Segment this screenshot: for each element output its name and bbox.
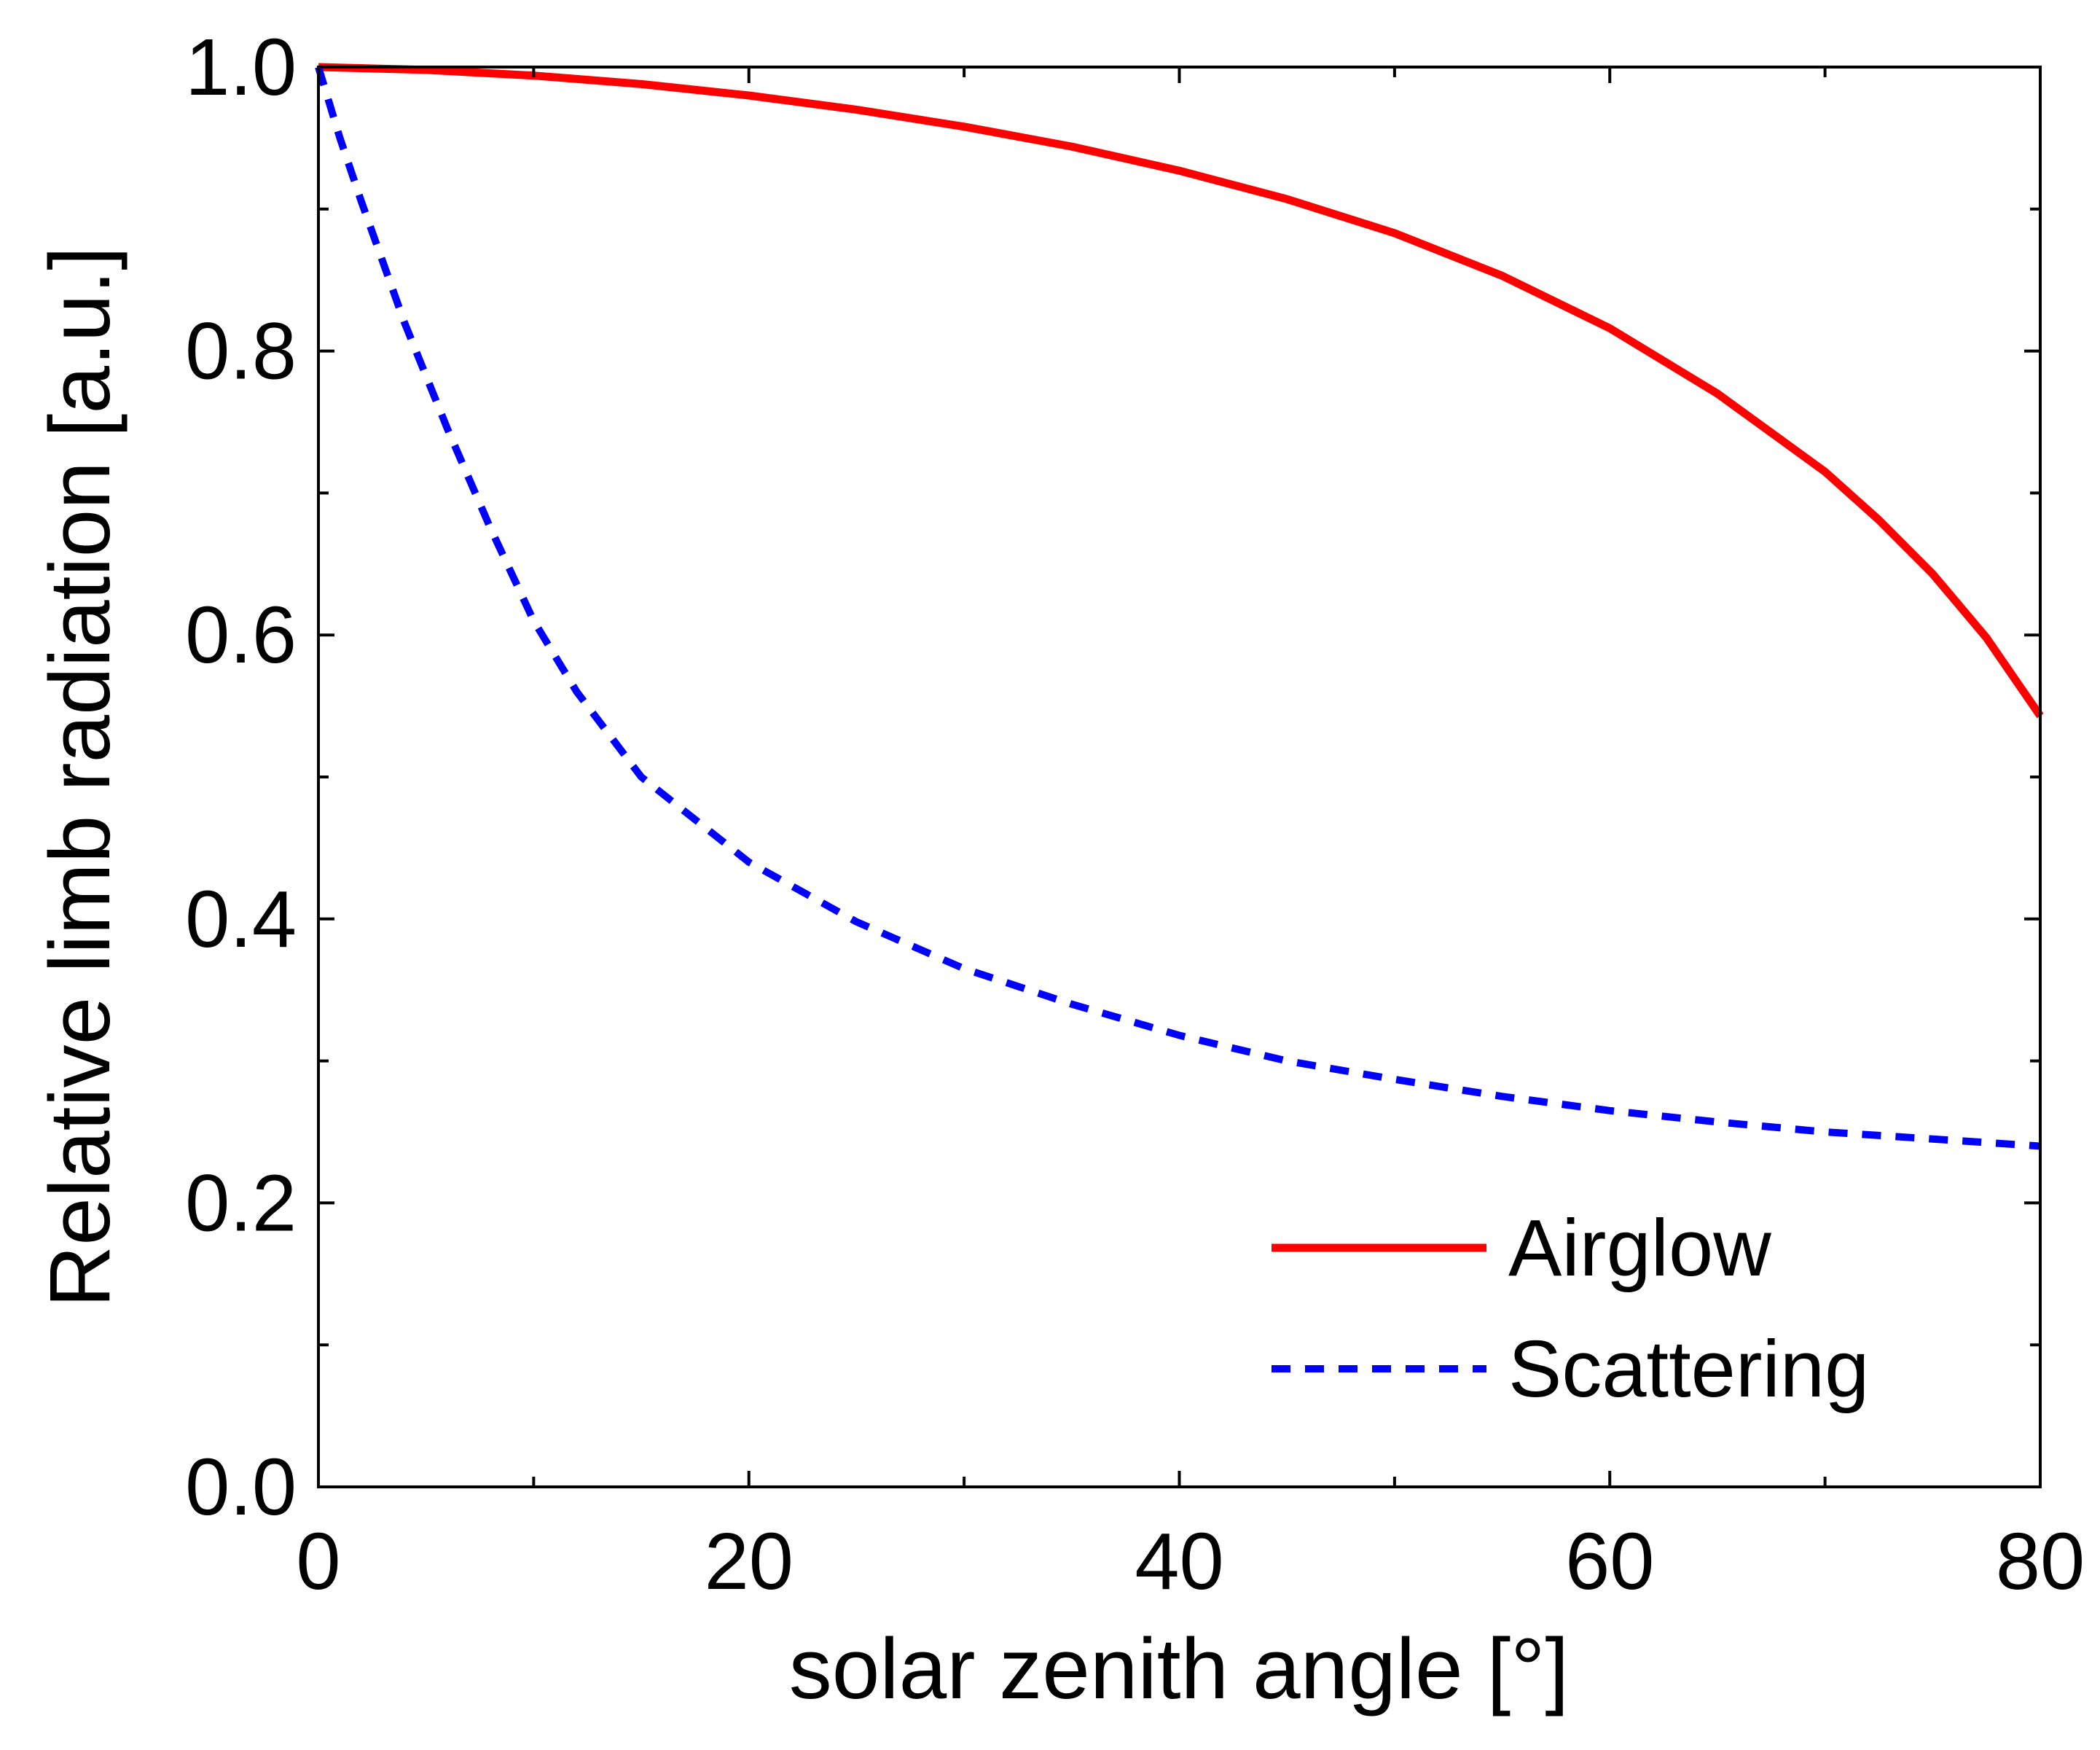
legend-label-scattering: Scattering: [1508, 1324, 1869, 1414]
y-tick-label: 0.8: [185, 307, 297, 397]
x-tick-label: 80: [1996, 1517, 2085, 1606]
series-line-airglow: [318, 63, 2044, 719]
plot-frame: [317, 66, 2042, 1488]
x-tick-label: 40: [1135, 1517, 1223, 1606]
x-tick-label: 0: [296, 1517, 340, 1606]
series-line-scattering: [315, 66, 2041, 1150]
axis-tick-labels: 0 20 40 60 80 0.0 0.2 0.4 0.6 0.8 1.0: [185, 23, 2085, 1606]
x-tick-label: 60: [1565, 1517, 1654, 1606]
y-tick-label: 0.4: [185, 875, 297, 964]
x-axis-title: solar zenith angle [°]: [789, 1621, 1569, 1717]
y-tick-label: 0.6: [185, 590, 297, 680]
y-tick-label: 1.0: [185, 23, 297, 112]
legend: Airglow Scattering: [1272, 1203, 1869, 1414]
legend-label-airglow: Airglow: [1508, 1203, 1771, 1293]
plot-lines: [315, 63, 2044, 1150]
y-tick-label: 0.0: [185, 1442, 297, 1532]
axis-ticks: [317, 66, 2042, 1488]
y-axis-title: Relative limb radiation [a.u.]: [32, 246, 128, 1308]
x-tick-label: 20: [705, 1517, 794, 1606]
y-tick-label: 0.2: [185, 1158, 297, 1248]
